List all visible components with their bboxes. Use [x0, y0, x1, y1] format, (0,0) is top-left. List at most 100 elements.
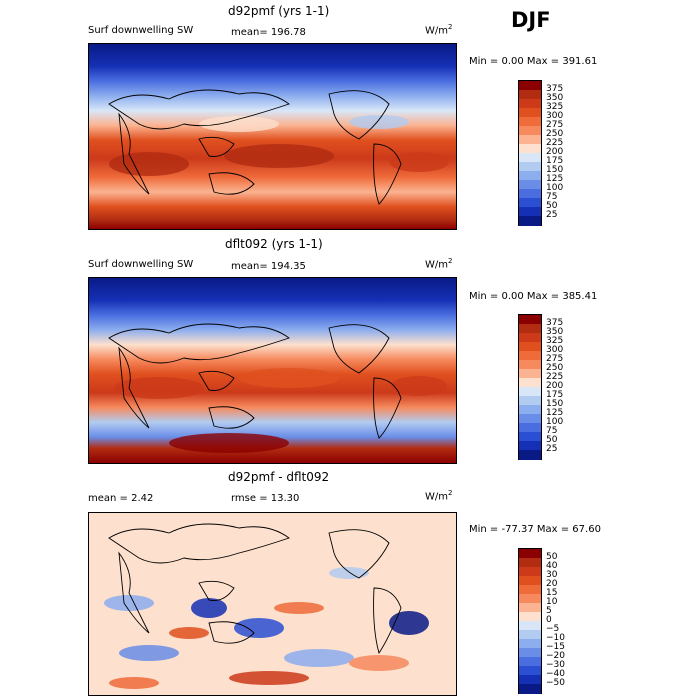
colorbar-tick-label: 30	[546, 570, 558, 580]
colorbar-segment	[519, 594, 541, 604]
colorbar-tick-label: 275	[546, 120, 564, 130]
panel-2-units: W/m2	[425, 257, 452, 270]
panel-2-map	[88, 277, 457, 464]
colorbar-tick-label: −40	[546, 669, 565, 679]
panel-3-blobs	[104, 567, 429, 689]
panel-1-blobs	[109, 115, 449, 176]
colorbar-tick-label: 175	[546, 390, 564, 400]
colorbar-tick-label: 50	[546, 201, 558, 211]
colorbar-tick-label: 350	[546, 93, 564, 103]
colorbar-tick-label: −10	[546, 633, 565, 643]
colorbar-tick-label: −15	[546, 642, 565, 652]
panel-3-title: d92pmf - dflt092	[228, 470, 330, 484]
colorbar-segment	[519, 387, 541, 397]
season-label: DJF	[511, 8, 551, 32]
panel-1-field	[89, 44, 456, 229]
colorbar-tick-label: 375	[546, 318, 564, 328]
colorbar-tick-label: 150	[546, 399, 564, 409]
colorbar-tick-label: 250	[546, 129, 564, 139]
panel-3-units: W/m2	[425, 489, 452, 502]
colorbar-segment	[519, 153, 541, 163]
panel-2-minmax: Min = 0.00 Max = 385.41	[469, 291, 598, 302]
colorbar-tick-label: 5	[546, 606, 552, 616]
panel-1-colorbar	[518, 80, 542, 226]
units-exp: 2	[448, 489, 453, 497]
units-exp: 2	[448, 257, 453, 265]
colorbar-tick-label: 25	[546, 210, 558, 220]
colorbar-tick-label: 75	[546, 192, 558, 202]
colorbar-tick-label: −30	[546, 660, 565, 670]
panel-2-blobs	[114, 368, 447, 453]
panel-2-colorbar	[518, 314, 542, 460]
colorbar-segment	[519, 369, 541, 379]
panel-3-mean: mean = 2.42	[88, 493, 154, 504]
colorbar-tick-label: 175	[546, 156, 564, 166]
colorbar-tick-label: 150	[546, 165, 564, 175]
colorbar-tick-label: 20	[546, 579, 558, 589]
units-base: W/m	[425, 491, 448, 503]
panel-1-map	[88, 43, 457, 230]
colorbar-segment	[519, 639, 541, 649]
colorbar-tick-label: 0	[546, 615, 552, 625]
colorbar-tick-label: 200	[546, 381, 564, 391]
panel-1-minmax: Min = 0.00 Max = 391.61	[469, 56, 598, 67]
panel-1-units: W/m2	[425, 23, 452, 36]
colorbar-tick-label: 375	[546, 84, 564, 94]
colorbar-tick-label: 40	[546, 561, 558, 571]
panel-1-title: d92pmf (yrs 1-1)	[228, 4, 330, 18]
colorbar-segment	[519, 405, 541, 415]
colorbar-tick-label: 325	[546, 102, 564, 112]
panel-2-title: dflt092 (yrs 1-1)	[225, 237, 323, 251]
colorbar-tick-label: 350	[546, 327, 564, 337]
panel-1-mean: mean= 196.78	[231, 27, 306, 38]
colorbar-tick-label: 50	[546, 435, 558, 445]
colorbar-tick-label: 250	[546, 363, 564, 373]
panel-3-colorbar	[518, 548, 542, 694]
colorbar-segment	[519, 180, 541, 190]
colorbar-segment	[519, 198, 541, 208]
colorbar-tick-label: 225	[546, 138, 564, 148]
colorbar-segment	[519, 126, 541, 136]
units-exp: 2	[448, 23, 453, 31]
colorbar-segment	[519, 108, 541, 118]
colorbar-segment	[519, 378, 541, 388]
colorbar-tick-label: 15	[546, 588, 558, 598]
colorbar-segment	[519, 324, 541, 334]
panel-2-mean: mean= 194.35	[231, 261, 306, 272]
colorbar-segment	[519, 441, 541, 451]
panel-2-variable-label: Surf downwelling SW	[88, 259, 194, 270]
colorbar-segment	[519, 423, 541, 433]
colorbar-tick-label: 225	[546, 372, 564, 382]
colorbar-segment	[519, 351, 541, 361]
colorbar-segment	[519, 189, 541, 199]
colorbar-segment	[519, 576, 541, 586]
panel-3-coastlines	[108, 523, 402, 655]
colorbar-segment	[519, 360, 541, 370]
colorbar-segment	[519, 558, 541, 568]
colorbar-tick-label: 10	[546, 597, 558, 607]
colorbar-segment	[519, 657, 541, 667]
panel-3-map	[88, 512, 457, 696]
colorbar-segment	[519, 144, 541, 154]
colorbar-tick-label: 100	[546, 183, 564, 193]
colorbar-tick-label: 25	[546, 444, 558, 454]
colorbar-segment	[519, 648, 541, 658]
colorbar-segment	[519, 315, 541, 325]
colorbar-segment	[519, 684, 541, 694]
colorbar-segment	[519, 666, 541, 676]
colorbar-segment	[519, 675, 541, 685]
colorbar-segment	[519, 81, 541, 91]
colorbar-tick-label: 275	[546, 354, 564, 364]
colorbar-segment	[519, 333, 541, 343]
colorbar-segment	[519, 621, 541, 631]
colorbar-segment	[519, 117, 541, 127]
colorbar-tick-label: 300	[546, 345, 564, 355]
colorbar-tick-label: −20	[546, 651, 565, 661]
colorbar-segment	[519, 171, 541, 181]
colorbar-tick-label: 75	[546, 426, 558, 436]
colorbar-tick-label: −50	[546, 678, 565, 688]
panel-2-coastlines	[108, 323, 402, 439]
colorbar-segment	[519, 432, 541, 442]
panel-3-rmse: rmse = 13.30	[231, 493, 300, 504]
colorbar-segment	[519, 549, 541, 559]
